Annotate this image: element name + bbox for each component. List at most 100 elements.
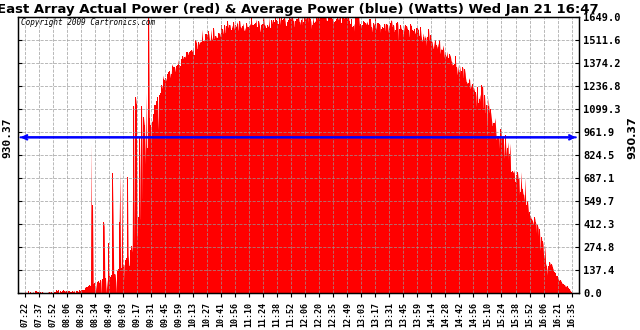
Bar [426, 46, 427, 293]
Bar [434, 40, 435, 293]
Bar [566, 288, 567, 293]
Bar [28, 291, 29, 293]
Bar [181, 59, 182, 293]
Bar [379, 24, 380, 293]
Bar [64, 291, 65, 293]
Bar [204, 42, 205, 293]
Bar [477, 103, 478, 293]
Bar [88, 286, 89, 293]
Bar [327, 20, 328, 293]
Bar [141, 106, 142, 293]
Bar [464, 78, 465, 293]
Bar [466, 82, 467, 293]
Bar [532, 221, 533, 293]
Bar [163, 80, 164, 293]
Bar [171, 74, 172, 293]
Bar [229, 25, 230, 293]
Bar [270, 28, 271, 293]
Bar [561, 282, 562, 293]
Bar [519, 198, 520, 293]
Bar [405, 25, 406, 293]
Bar [222, 29, 223, 293]
Bar [363, 21, 364, 293]
Bar [492, 125, 493, 293]
Bar [114, 275, 115, 293]
Bar [89, 286, 90, 293]
Bar [69, 291, 70, 293]
Bar [95, 283, 96, 293]
Bar [367, 24, 368, 293]
Bar [412, 30, 413, 293]
Bar [193, 58, 194, 293]
Bar [416, 28, 417, 293]
Bar [289, 17, 290, 293]
Title: East Array Actual Power (red) & Average Power (blue) (Watts) Wed Jan 21 16:47: East Array Actual Power (red) & Average … [0, 3, 599, 16]
Bar [196, 44, 197, 293]
Bar [422, 42, 423, 293]
Bar [251, 17, 252, 293]
Bar [285, 25, 286, 293]
Bar [164, 80, 165, 293]
Bar [365, 23, 366, 293]
Bar [242, 26, 243, 293]
Bar [130, 259, 131, 293]
Bar [540, 255, 541, 293]
Bar [493, 122, 494, 293]
Bar [560, 280, 561, 293]
Bar [413, 31, 414, 293]
Bar [78, 292, 79, 293]
Bar [217, 37, 218, 293]
Bar [471, 88, 472, 293]
Bar [496, 140, 497, 293]
Bar [527, 201, 528, 293]
Bar [295, 21, 296, 293]
Bar [439, 41, 440, 293]
Bar [371, 27, 372, 293]
Bar [534, 217, 535, 293]
Bar [174, 67, 175, 293]
Bar [346, 18, 347, 293]
Bar [233, 22, 234, 293]
Bar [271, 20, 272, 293]
Bar [438, 47, 439, 293]
Bar [308, 26, 309, 293]
Bar [484, 95, 485, 293]
Bar [152, 122, 153, 293]
Bar [408, 30, 409, 293]
Bar [311, 29, 312, 293]
Bar [232, 28, 233, 293]
Bar [50, 292, 51, 293]
Bar [547, 277, 548, 293]
Bar [312, 17, 313, 293]
Bar [537, 225, 538, 293]
Bar [172, 66, 173, 293]
Bar [517, 173, 518, 293]
Bar [143, 117, 144, 293]
Bar [463, 78, 464, 293]
Bar [444, 57, 445, 293]
Bar [510, 176, 511, 293]
Bar [494, 123, 495, 293]
Bar [570, 291, 571, 293]
Bar [239, 20, 240, 293]
Bar [286, 26, 287, 293]
Bar [543, 255, 544, 293]
Bar [79, 290, 80, 293]
Bar [470, 84, 471, 293]
Bar [458, 75, 459, 293]
Bar [344, 19, 345, 293]
Bar [526, 205, 527, 293]
Bar [162, 88, 163, 293]
Bar [258, 26, 259, 293]
Bar [298, 17, 299, 293]
Bar [223, 27, 224, 293]
Bar [430, 35, 431, 293]
Bar [228, 28, 229, 293]
Bar [455, 56, 456, 293]
Bar [418, 30, 419, 293]
Bar [194, 55, 195, 293]
Bar [511, 172, 512, 293]
Bar [550, 265, 551, 293]
Bar [112, 173, 113, 293]
Bar [236, 27, 237, 293]
